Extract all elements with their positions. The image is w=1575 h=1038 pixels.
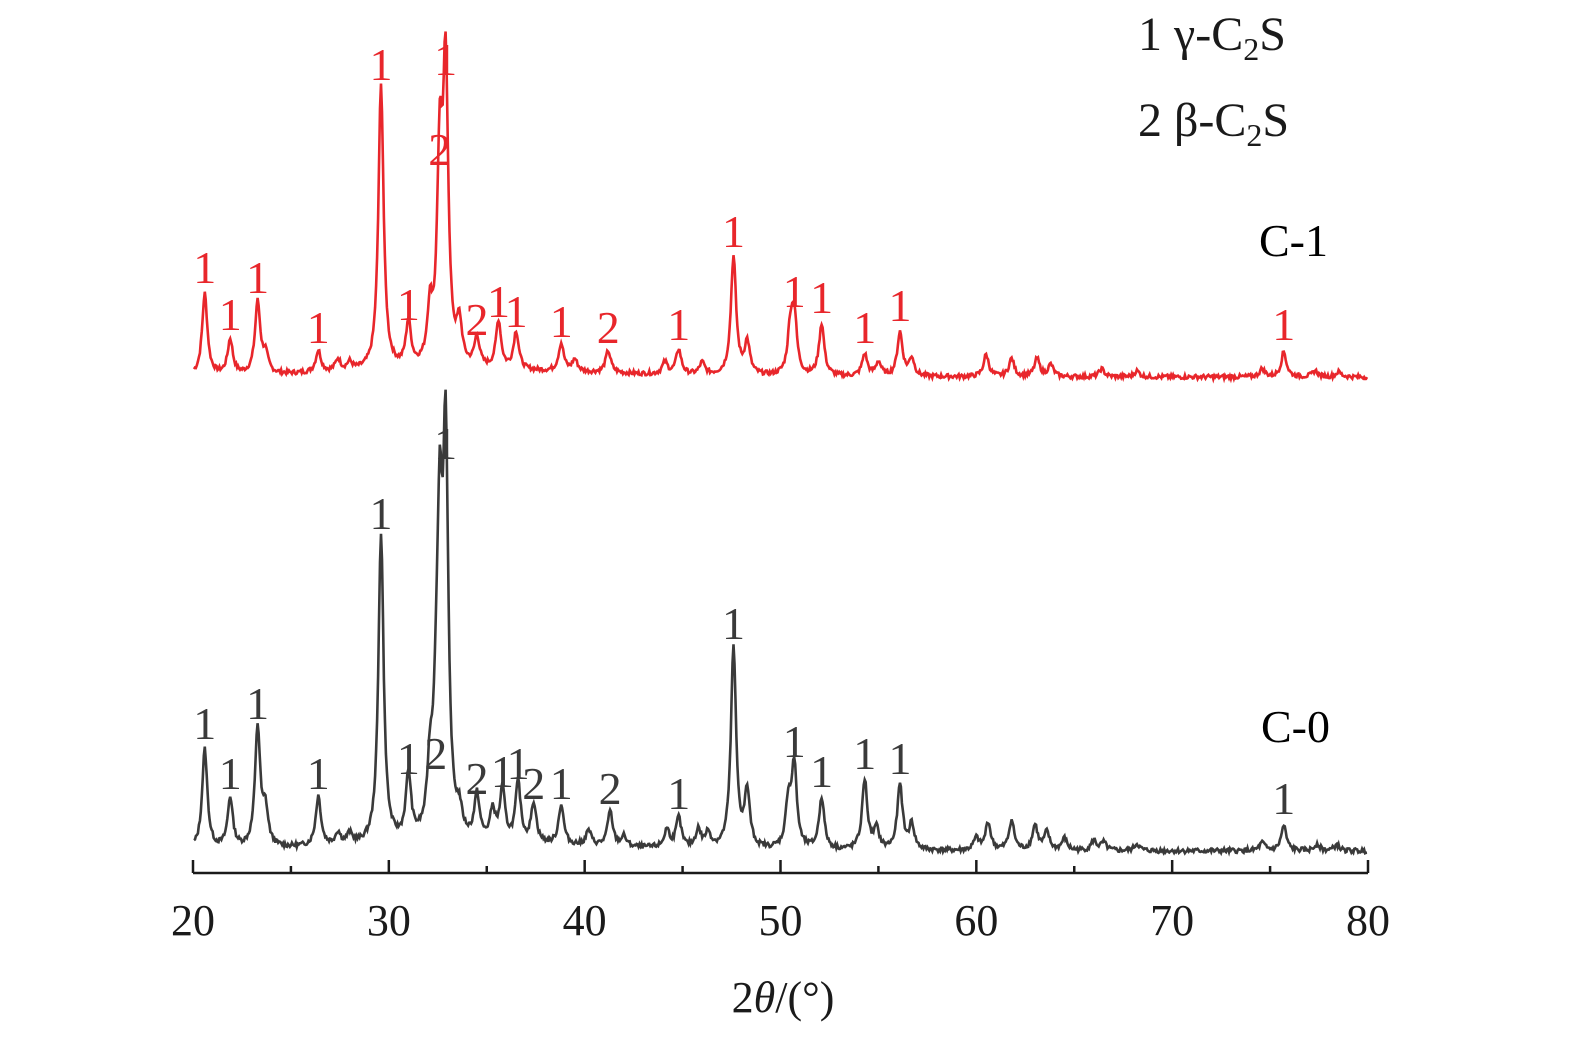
peak-label: 2	[599, 763, 622, 814]
peak-label: 1	[1272, 773, 1295, 824]
peak-label: 1	[219, 289, 242, 340]
x-tick-label: 50	[759, 896, 803, 945]
legend-entry-1: 1 γ-C2S	[1138, 8, 1286, 67]
peak-label: 1	[550, 758, 573, 809]
peak-label: 1	[505, 286, 528, 337]
peak-label: 1	[370, 39, 393, 90]
peak-label: 2	[466, 753, 489, 804]
peak-label: 1	[810, 746, 833, 797]
peak-label: 1	[667, 768, 690, 819]
peak-label: 1	[889, 733, 912, 784]
peak-label: 1	[1272, 299, 1295, 350]
peak-label: 1	[193, 698, 216, 749]
peak-label: 1	[397, 279, 420, 330]
peak-label: 1	[889, 280, 912, 331]
peak-label: 1	[810, 272, 833, 323]
x-tick-label: 70	[1150, 896, 1194, 945]
peak-label: 1	[507, 738, 530, 789]
peak-label: 1	[853, 302, 876, 353]
legend-entry-2: 2 β-C2S	[1138, 94, 1289, 153]
x-tick-label: 20	[171, 896, 215, 945]
peak-label: 1	[246, 678, 269, 729]
peak-label: 1	[219, 748, 242, 799]
x-tick-label: 60	[954, 896, 998, 945]
peak-label: 1	[193, 242, 216, 293]
peak-label: 2	[424, 728, 447, 779]
peak-label: 1	[853, 728, 876, 779]
peak-label: 2	[466, 294, 489, 345]
peak-label: 1	[487, 276, 510, 327]
x-tick-label: 40	[563, 896, 607, 945]
peak-label: 1	[722, 206, 745, 257]
legend: 1 γ-C2S 2 β-C2S	[1138, 8, 1289, 153]
series-line-c1	[192, 31, 1369, 384]
x-axis-title: 2θ/(°)	[732, 973, 835, 1022]
peak-label: 1	[491, 746, 514, 797]
peak-label: 1	[434, 34, 457, 85]
series-line-c0	[193, 389, 1368, 857]
peak-label: 1	[307, 302, 330, 353]
peak-label: 1	[434, 418, 457, 469]
peak-label: 2	[597, 302, 620, 353]
peak-label: 1	[370, 488, 393, 539]
peak-label: 1	[722, 598, 745, 649]
peak-label: 2	[428, 124, 451, 175]
x-axis: 20 30 40 50 60 70 80	[171, 860, 1390, 945]
peak-label: 1	[783, 266, 806, 317]
x-tick-label: 80	[1346, 896, 1390, 945]
peak-label: 1	[783, 716, 806, 767]
peak-label: 1	[550, 296, 573, 347]
series-label-c1: C-1	[1259, 215, 1328, 266]
peak-label: 1	[307, 748, 330, 799]
peak-label: 2	[522, 758, 545, 809]
peak-label: 1	[397, 733, 420, 784]
series-label-c0: C-0	[1261, 701, 1330, 752]
peak-label: 1	[246, 252, 269, 303]
x-tick-label: 30	[367, 896, 411, 945]
peak-label: 1	[667, 299, 690, 350]
